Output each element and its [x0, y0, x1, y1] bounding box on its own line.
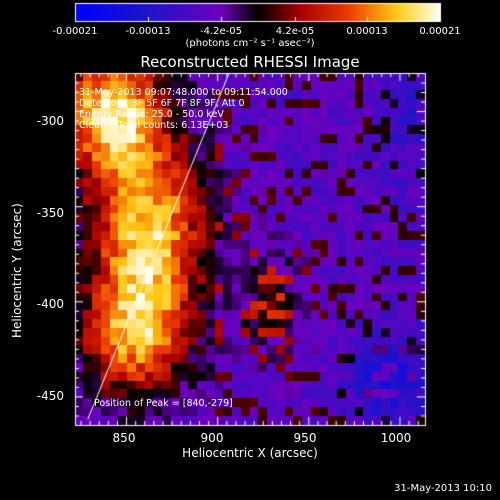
chart-title: Reconstructed RHESSI Image: [140, 53, 360, 71]
colorbar-tick: 0.00013: [346, 26, 388, 37]
colorbar-tick: 0.00021: [419, 26, 461, 37]
colorbar-tick: -4.2e-05: [200, 26, 242, 37]
peak-position-label: Position of Peak = [840,-279]: [94, 398, 233, 409]
x-tick-label: 850: [112, 431, 136, 445]
footer-timestamp: 31-May-2013 10:10: [394, 483, 492, 494]
annotation-energy-range: Energy Range: 25.0 - 50.0 keV: [79, 109, 224, 120]
x-axis-label: Heliocentric X (arcsec): [182, 446, 318, 460]
y-tick-label: -300: [36, 114, 64, 128]
y-tick-label: -450: [36, 389, 64, 403]
colorbar-unit-label: (photons cm⁻² s⁻¹ asec⁻²): [185, 38, 315, 49]
y-tick-label: -350: [36, 206, 64, 220]
colorbar-tick: -0.00021: [52, 26, 98, 37]
y-axis-label: Heliocentric Y (arcsec): [10, 203, 24, 338]
annotation-detectors: Detectors: 3F 5F 6F 7F 8F 9F, Att 0: [79, 98, 245, 109]
x-tick-label: 1000: [380, 431, 412, 445]
x-tick-label: 900: [200, 431, 224, 445]
x-tick-label: 950: [293, 431, 317, 445]
y-tick-label: -400: [36, 297, 64, 311]
colorbar-tick: -0.00013: [125, 26, 171, 37]
annotation-clean-counts: Clean Total counts: 6.13E+03: [79, 120, 229, 131]
colorbar-tick: 4.2e-05: [275, 26, 315, 37]
annotation-time-range: 31-May-2013 09:07:48.000 to 09:11:54.000: [79, 87, 288, 98]
